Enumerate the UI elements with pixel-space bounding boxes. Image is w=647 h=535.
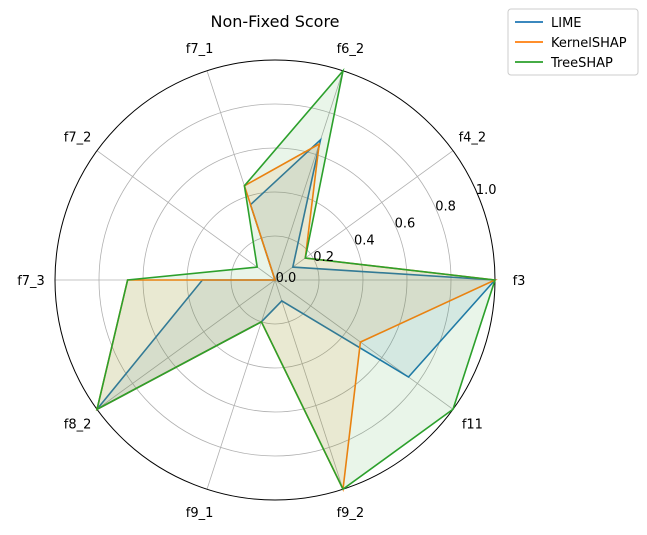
category-label-f6-2: f6_2 [337,42,365,57]
legend: LIME KernelSHAP TreeSHAP [507,8,639,76]
r-tick-label: 0.0 [276,271,297,286]
legend-label-kernelshap: KernelSHAP [551,36,627,51]
category-label-f7-2: f7_2 [64,131,92,146]
category-label-f7-1: f7_1 [186,42,214,57]
chart-title: Non-Fixed Score [210,12,339,31]
r-tick-label: 0.6 [395,216,416,231]
r-tick-label: 1.0 [476,183,497,198]
category-label-f4-2: f4_2 [459,131,487,146]
r-tick-label: 0.4 [354,233,375,248]
radial-gridline [96,279,276,410]
r-tick-label: 0.8 [435,200,456,215]
grid-circle [98,103,452,457]
category-label-f9-2: f9_2 [337,506,365,521]
category-label-f3: f3 [513,274,526,289]
radial-gridline [206,279,276,490]
radial-gridline [274,70,344,281]
legend-label-treeshap: TreeSHAP [550,56,613,71]
legend-label-lime: LIME [551,16,582,31]
category-label-f9-1: f9_1 [186,506,214,521]
series-line-treeshap [95,67,497,491]
r-tick-label: 0.2 [313,250,334,265]
category-label-f8-2: f8_2 [64,417,92,432]
radial-gridline [274,279,454,410]
category-label-f11: f11 [462,417,483,432]
series-fill-treeshap [97,70,495,490]
legend-box [507,8,639,76]
radial-gridline [96,150,276,281]
series-fill-lime [97,139,495,410]
category-label-f7-3: f7_3 [17,274,45,289]
axis-labels: 0.0 0.2 0.4 0.6 0.8 1.0 f3 f4_2 f6_2 f7_1 f7_2 f7_3… [17,42,525,521]
series-fill-kernelshap [97,144,495,490]
radial-gridline [274,279,344,490]
series-group [95,67,498,492]
